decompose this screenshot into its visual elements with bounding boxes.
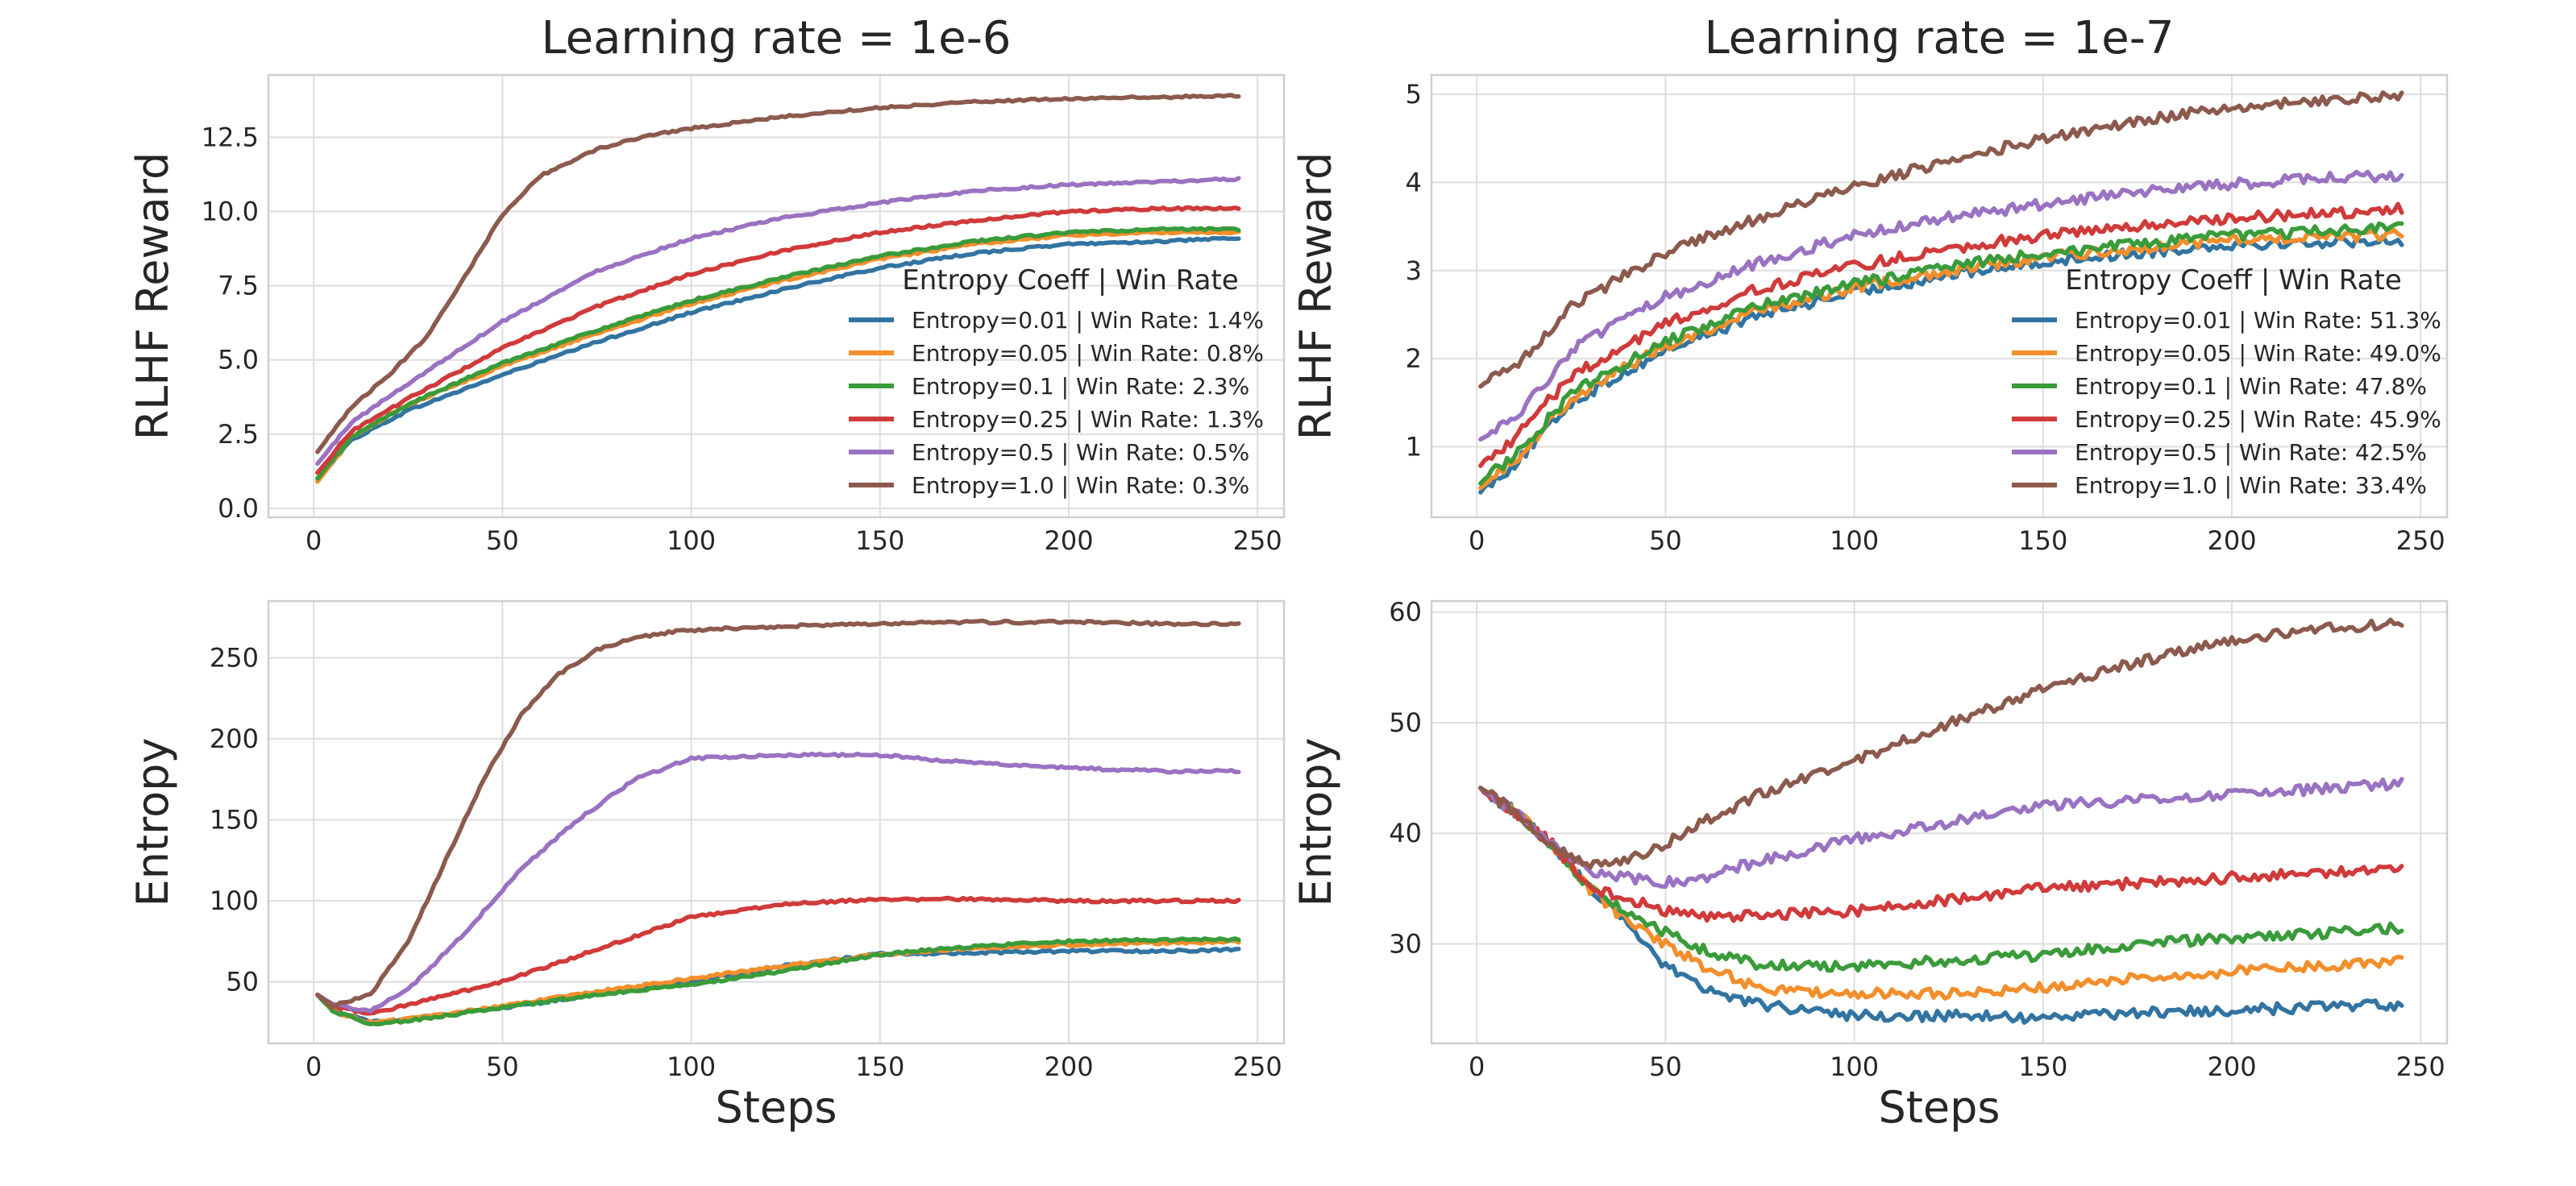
y-axis-label: Entropy bbox=[1290, 738, 1341, 907]
x-axis-label: Steps bbox=[715, 1082, 837, 1133]
y-tick-label: 4 bbox=[1406, 167, 1422, 197]
x-tick-label: 150 bbox=[2018, 525, 2067, 556]
y-tick-label: 150 bbox=[210, 804, 259, 835]
legend-entry: Entropy=0.5 | Win Rate: 42.5% bbox=[2075, 439, 2427, 466]
legend-entry: Entropy=0.25 | Win Rate: 45.9% bbox=[2075, 406, 2441, 433]
x-tick-label: 150 bbox=[855, 525, 904, 556]
y-axis-label: Entropy bbox=[127, 738, 178, 907]
x-tick-label: 200 bbox=[2207, 525, 2256, 556]
x-tick-label: 100 bbox=[667, 1051, 716, 1082]
y-axis-label: RLHF Reward bbox=[1290, 152, 1341, 441]
legend-title: Entropy Coeff | Win Rate bbox=[902, 264, 1239, 296]
column-title: Learning rate = 1e-7 bbox=[1704, 12, 2174, 64]
legend-entry: Entropy=0.1 | Win Rate: 47.8% bbox=[2075, 373, 2427, 400]
legend-entry: Entropy=0.1 | Win Rate: 2.3% bbox=[912, 373, 1249, 400]
series-line-entropy-0-25 bbox=[1478, 201, 2404, 468]
x-tick-label: 250 bbox=[2396, 1051, 2445, 1082]
x-tick-label: 100 bbox=[667, 525, 716, 556]
x-tick-label: 200 bbox=[2207, 1051, 2256, 1082]
y-tick-label: 5 bbox=[1406, 79, 1422, 110]
x-tick-label: 50 bbox=[486, 1051, 519, 1082]
x-tick-label: 0 bbox=[1469, 1051, 1485, 1082]
y-tick-label: 2.5 bbox=[218, 419, 259, 450]
x-tick-label: 250 bbox=[1233, 1051, 1282, 1082]
y-tick-label: 40 bbox=[1389, 818, 1422, 848]
legend-entry: Entropy=0.5 | Win Rate: 0.5% bbox=[912, 439, 1249, 466]
y-tick-label: 60 bbox=[1389, 597, 1422, 628]
y-tick-label: 3 bbox=[1406, 255, 1422, 286]
y-tick-label: 5.0 bbox=[218, 345, 259, 375]
legend-entry: Entropy=1.0 | Win Rate: 33.4% bbox=[2075, 472, 2427, 499]
y-tick-label: 100 bbox=[210, 885, 259, 916]
series-line-entropy-0-01 bbox=[315, 235, 1241, 481]
series-line-entropy-0-25 bbox=[1478, 786, 2404, 923]
x-tick-label: 0 bbox=[305, 1051, 322, 1082]
series-line-entropy-1-0 bbox=[1478, 90, 2404, 389]
panel-2: 0 50 100 150 200 250 1 2 3 4 5 RLHF Reward Learning … bbox=[1290, 12, 2449, 556]
x-tick-label: 150 bbox=[855, 1051, 904, 1082]
y-tick-label: 10.0 bbox=[202, 196, 259, 226]
y-tick-label: 7.5 bbox=[218, 271, 259, 301]
x-tick-label: 200 bbox=[1044, 525, 1093, 556]
legend-entry: Entropy=0.05 | Win Rate: 49.0% bbox=[2075, 340, 2441, 367]
legend-entry: Entropy=0.05 | Win Rate: 0.8% bbox=[912, 340, 1264, 367]
series-line-entropy-0-25 bbox=[315, 205, 1241, 475]
x-tick-label: 0 bbox=[305, 525, 322, 556]
panel-1: 0 50 100 150 200 250 0.0 2.5 5.0 7.5 10.0 12.5 RLHF … bbox=[127, 12, 1286, 556]
series-line-entropy-0-1 bbox=[315, 936, 1241, 1026]
series-line-entropy-1-0 bbox=[315, 618, 1241, 1009]
y-tick-label: 1 bbox=[1406, 432, 1422, 462]
series-line-entropy-0-5 bbox=[1478, 777, 2404, 890]
y-tick-label: 30 bbox=[1389, 928, 1422, 959]
series-line-entropy-1-0 bbox=[315, 93, 1241, 454]
series-line-entropy-0-05 bbox=[1478, 227, 2404, 491]
series-line-entropy-0-25 bbox=[315, 895, 1241, 1016]
legend-entry: Entropy=0.01 | Win Rate: 1.4% bbox=[912, 307, 1264, 334]
y-tick-label: 50 bbox=[226, 967, 259, 997]
series-line-entropy-0-1 bbox=[315, 226, 1241, 481]
x-tick-label: 250 bbox=[2396, 525, 2445, 556]
y-tick-label: 0.0 bbox=[218, 493, 259, 524]
series-line-entropy-1-0 bbox=[1478, 617, 2404, 870]
series-line-entropy-0-1 bbox=[1478, 221, 2404, 486]
series-line-entropy-0-01 bbox=[1478, 786, 2404, 1025]
series-line-entropy-0-1 bbox=[1478, 786, 2404, 973]
panel-4: 0 50 100 150 200 250 30 40 50 60 Entropy Steps bbox=[1290, 597, 2449, 1133]
legend-entry: Entropy=1.0 | Win Rate: 0.3% bbox=[912, 472, 1249, 499]
plot-frame bbox=[1430, 599, 2449, 1045]
x-tick-label: 100 bbox=[1830, 525, 1879, 556]
series-line-entropy-0-05 bbox=[1478, 786, 2404, 1001]
x-tick-label: 250 bbox=[1233, 525, 1282, 556]
legend-entry: Entropy=0.01 | Win Rate: 51.3% bbox=[2075, 307, 2441, 334]
column-title: Learning rate = 1e-6 bbox=[541, 12, 1011, 64]
legend-entry: Entropy=0.25 | Win Rate: 1.3% bbox=[912, 406, 1264, 433]
panel-3: 0 50 100 150 200 250 50 100 150 200 250 Entropy Step… bbox=[127, 599, 1286, 1133]
x-tick-label: 50 bbox=[1649, 1051, 1682, 1082]
x-tick-label: 50 bbox=[486, 525, 519, 556]
x-tick-label: 200 bbox=[1044, 1051, 1093, 1082]
plot-frame bbox=[267, 73, 1286, 519]
x-tick-label: 50 bbox=[1649, 525, 1682, 556]
x-tick-label: 100 bbox=[1830, 1051, 1879, 1082]
y-tick-label: 200 bbox=[210, 724, 259, 754]
x-tick-label: 0 bbox=[1469, 525, 1485, 556]
series-line-entropy-0-5 bbox=[315, 751, 1241, 1014]
series-line-entropy-0-5 bbox=[1478, 169, 2404, 442]
y-tick-label: 250 bbox=[210, 642, 259, 673]
legend-title: Entropy Coeff | Win Rate bbox=[2065, 264, 2402, 296]
plot-frame bbox=[1430, 73, 2449, 519]
y-tick-label: 12.5 bbox=[202, 122, 259, 152]
y-tick-label: 2 bbox=[1406, 343, 1422, 374]
x-tick-label: 150 bbox=[2018, 1051, 2067, 1082]
x-axis-label: Steps bbox=[1878, 1082, 2000, 1133]
y-axis-label: RLHF Reward bbox=[127, 152, 178, 441]
y-tick-label: 50 bbox=[1389, 707, 1422, 738]
series-line-entropy-0-5 bbox=[315, 176, 1241, 467]
plot-frame bbox=[267, 599, 1286, 1045]
